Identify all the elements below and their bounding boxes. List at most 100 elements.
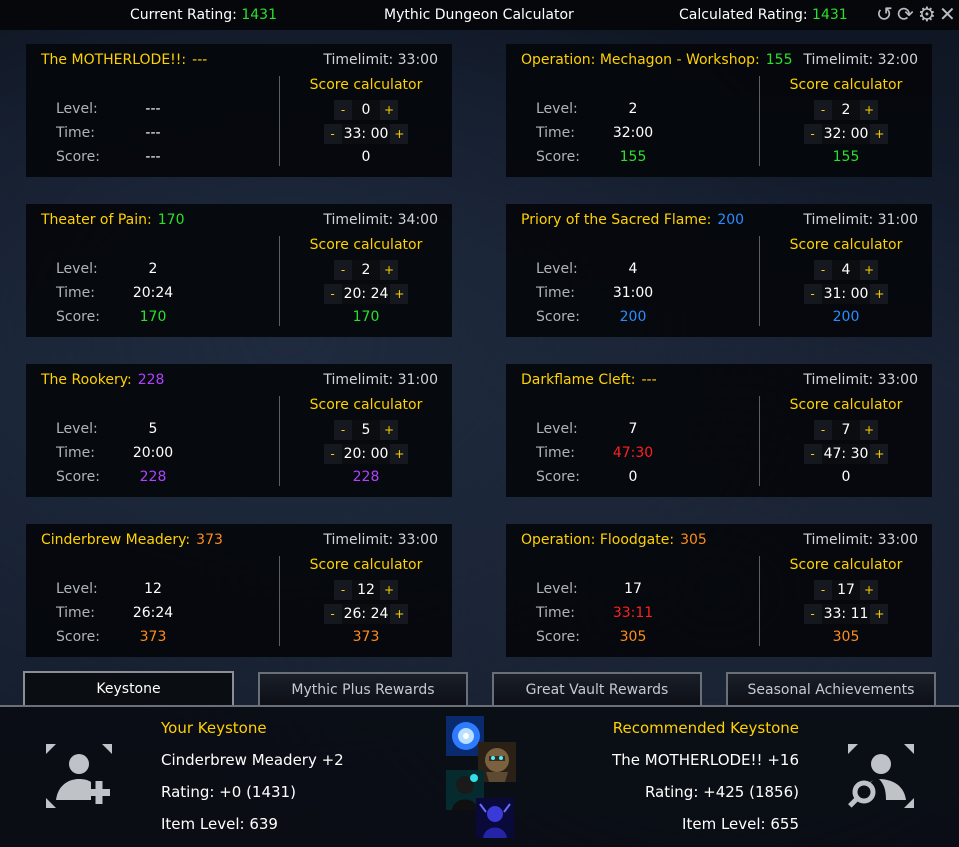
calc-time-value[interactable]: 47: 30 [821, 444, 871, 464]
add-friend-icon[interactable] [44, 742, 114, 810]
level-stepper: -0 + [280, 100, 452, 120]
score-calculator-title: Score calculator [309, 77, 423, 93]
current-rating-value: 1431 [241, 7, 277, 23]
find-group-icon[interactable] [846, 742, 916, 810]
time-decrement-button[interactable]: - [803, 604, 822, 624]
time-increment-button[interactable]: + [390, 444, 409, 464]
level-decrement-button[interactable]: - [334, 580, 352, 600]
dungeon-score-header: --- [641, 372, 657, 388]
score-value: 305 [619, 629, 647, 645]
timelimit-label: Timelimit: [323, 212, 394, 228]
calc-time-value[interactable]: 33: 00 [341, 124, 391, 144]
score-value: 228 [139, 469, 167, 485]
tab-keystone[interactable]: Keystone [23, 671, 234, 707]
level-decrement-button[interactable]: - [334, 100, 352, 120]
calc-time-value[interactable]: 32: 00 [821, 124, 871, 144]
calc-level-value[interactable]: 5 [352, 420, 380, 440]
time-decrement-button[interactable]: - [323, 604, 342, 624]
level-value: 5 [148, 421, 158, 437]
level-label: Level: [56, 261, 98, 277]
level-increment-button[interactable]: + [380, 420, 398, 440]
timelimit: Timelimit: 34:00 [323, 212, 438, 228]
timelimit-label: Timelimit: [323, 52, 394, 68]
calc-score-value: 305 [832, 629, 860, 645]
dungeon-name: Darkflame Cleft: [521, 372, 636, 388]
level-increment-button[interactable]: + [380, 580, 398, 600]
time-decrement-button[interactable]: - [323, 124, 342, 144]
card-divider [279, 556, 280, 646]
calc-level-value[interactable]: 4 [832, 260, 860, 280]
level-decrement-button[interactable]: - [814, 100, 832, 120]
time-decrement-button[interactable]: - [323, 284, 342, 304]
time-decrement-button[interactable]: - [803, 124, 822, 144]
timelimit-label: Timelimit: [323, 532, 394, 548]
calc-level-value[interactable]: 2 [832, 100, 860, 120]
calc-level-value[interactable]: 7 [832, 420, 860, 440]
time-value: 32:00 [612, 125, 654, 141]
tab-seasonal-achievements[interactable]: Seasonal Achievements [726, 672, 936, 705]
tab-great-vault-rewards[interactable]: Great Vault Rewards [492, 672, 702, 705]
recommended-keystone-item-level: Item Level: 655 [682, 815, 799, 833]
level-stepper: -2 + [760, 100, 932, 120]
score-value: 200 [619, 309, 647, 325]
level-decrement-button[interactable]: - [814, 580, 832, 600]
calc-time-value[interactable]: 20: 00 [341, 444, 391, 464]
time-increment-button[interactable]: + [390, 124, 409, 144]
time-stepper: -26: 24 + [280, 604, 452, 624]
time-increment-button[interactable]: + [870, 444, 889, 464]
level-stepper: -5 + [280, 420, 452, 440]
level-increment-button[interactable]: + [860, 100, 878, 120]
time-increment-button[interactable]: + [870, 604, 889, 624]
level-increment-button[interactable]: + [380, 100, 398, 120]
score-value: 155 [619, 149, 647, 165]
time-stepper: -33: 00 + [280, 124, 452, 144]
time-increment-button[interactable]: + [870, 124, 889, 144]
dungeon-score-header: 170 [157, 212, 185, 228]
level-increment-button[interactable]: + [860, 260, 878, 280]
level-value: 4 [628, 261, 638, 277]
level-decrement-button[interactable]: - [814, 260, 832, 280]
score-value: 0 [628, 469, 638, 485]
calc-level-value[interactable]: 0 [352, 100, 380, 120]
time-decrement-button[interactable]: - [803, 284, 822, 304]
calc-time-value[interactable]: 20: 24 [341, 284, 391, 304]
score-label: Score: [56, 149, 100, 165]
level-stepper: -12 + [280, 580, 452, 600]
level-increment-button[interactable]: + [860, 580, 878, 600]
timelimit-value: 33:00 [877, 532, 918, 548]
undo-icon[interactable]: ↺ [876, 2, 893, 26]
level-label: Level: [536, 261, 578, 277]
current-rating-label: Current Rating: [130, 7, 237, 23]
time-label: Time: [536, 605, 575, 621]
time-label: Time: [56, 285, 95, 301]
level-decrement-button[interactable]: - [334, 260, 352, 280]
level-decrement-button[interactable]: - [334, 420, 352, 440]
score-calculator-title: Score calculator [309, 557, 423, 573]
calc-level-value[interactable]: 12 [352, 580, 380, 600]
score-calculator-title: Score calculator [789, 77, 903, 93]
calc-time-value[interactable]: 26: 24 [341, 604, 391, 624]
time-decrement-button[interactable]: - [323, 444, 342, 464]
calc-level-value[interactable]: 17 [832, 580, 860, 600]
level-increment-button[interactable]: + [380, 260, 398, 280]
time-value: 20:24 [132, 285, 174, 301]
time-increment-button[interactable]: + [870, 284, 889, 304]
timelimit: Timelimit: 33:00 [803, 372, 918, 388]
calc-level-value[interactable]: 2 [352, 260, 380, 280]
level-increment-button[interactable]: + [860, 420, 878, 440]
calc-time-value[interactable]: 33: 11 [821, 604, 871, 624]
refresh-icon[interactable]: ⟳ [897, 2, 914, 26]
time-increment-button[interactable]: + [390, 284, 409, 304]
time-label: Time: [536, 285, 575, 301]
gear-icon[interactable]: ⚙ [918, 2, 936, 26]
score-label: Score: [56, 469, 100, 485]
calculated-rating: Calculated Rating: 1431 [679, 7, 848, 23]
timelimit-value: 33:00 [877, 372, 918, 388]
tab-mythic-plus-rewards[interactable]: Mythic Plus Rewards [258, 672, 468, 705]
level-value: 2 [148, 261, 158, 277]
close-icon[interactable]: ✕ [939, 2, 956, 26]
time-increment-button[interactable]: + [390, 604, 409, 624]
calc-time-value[interactable]: 31: 00 [821, 284, 871, 304]
level-decrement-button[interactable]: - [814, 420, 832, 440]
time-decrement-button[interactable]: - [803, 444, 822, 464]
